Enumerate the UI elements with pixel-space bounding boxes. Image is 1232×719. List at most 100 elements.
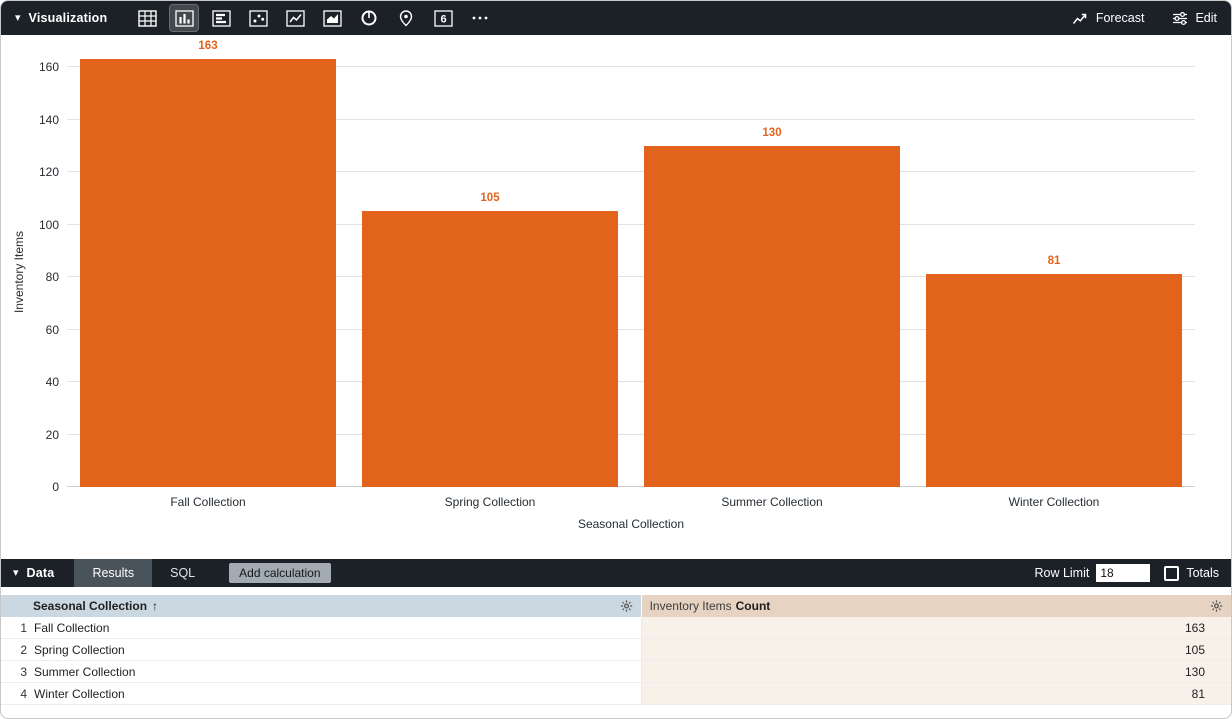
single-value-icon[interactable]: 6 bbox=[429, 5, 457, 31]
more-icon[interactable] bbox=[466, 5, 494, 31]
bar[interactable] bbox=[643, 145, 901, 487]
table-row: 2 Spring Collection 105 bbox=[1, 639, 1231, 661]
forecast-icon bbox=[1072, 11, 1089, 26]
table-icon[interactable] bbox=[133, 5, 161, 31]
bar-value-label: 105 bbox=[480, 192, 500, 205]
y-axis-tick-label: 0 bbox=[52, 480, 59, 494]
measure-cell[interactable]: 163 bbox=[640, 617, 1231, 638]
gear-icon[interactable] bbox=[1210, 600, 1223, 613]
table-row: 1 Fall Collection 163 bbox=[1, 617, 1231, 639]
scatter-plot-icon[interactable] bbox=[244, 5, 272, 31]
bar[interactable] bbox=[361, 211, 619, 487]
gridline bbox=[67, 171, 1195, 172]
gridline bbox=[67, 276, 1195, 277]
chart-plot: 0 20 40 60 80 100 120 140 160 163 105 130 81 bbox=[39, 40, 1195, 494]
edit-button[interactable]: Edit bbox=[1172, 11, 1217, 26]
y-axis-tick-label: 120 bbox=[38, 165, 59, 179]
bar-value-label: 130 bbox=[762, 126, 782, 139]
row-number: 3 bbox=[20, 664, 27, 679]
bar[interactable] bbox=[925, 274, 1183, 487]
data-toolbar: ▾ Data Results SQL Add calculation Row Li… bbox=[1, 559, 1231, 587]
gridline bbox=[67, 486, 1195, 487]
dimension-cell[interactable]: Fall Collection bbox=[34, 620, 110, 635]
area-chart-icon[interactable] bbox=[318, 5, 346, 31]
row-chart-icon[interactable] bbox=[207, 5, 235, 31]
bars-layer: 163 105 130 81 bbox=[67, 40, 1195, 487]
dimension-cell[interactable]: Winter Collection bbox=[34, 686, 125, 701]
x-axis-labels: Fall Collection Spring Collection Summer C… bbox=[67, 495, 1195, 509]
y-axis-tick-label: 60 bbox=[45, 322, 59, 337]
table-row: 4 Winter Collection 81 bbox=[1, 683, 1231, 705]
results-table: Seasonal Collection ↑ Inventory Items Co… bbox=[1, 595, 1231, 705]
sort-ascending-icon: ↑ bbox=[152, 599, 159, 613]
measure-column-header[interactable]: Inventory Items Count bbox=[640, 595, 1231, 617]
x-axis-tick-label: Winter Collection bbox=[1008, 495, 1100, 509]
y-axis-tick-label: 40 bbox=[45, 375, 59, 389]
row-number: 2 bbox=[20, 642, 27, 657]
bar-slot: 105 bbox=[349, 57, 631, 487]
totals-checkbox[interactable] bbox=[1164, 565, 1180, 581]
chart-column: 0 20 40 60 80 100 120 140 160 163 105 130 81 Fall Co… bbox=[39, 40, 1195, 559]
tab-sql[interactable]: SQL bbox=[170, 566, 196, 580]
svg-text:6: 6 bbox=[440, 13, 446, 25]
y-axis-tick-label: 140 bbox=[38, 112, 59, 127]
gridline bbox=[67, 433, 1195, 435]
line-chart-icon[interactable] bbox=[281, 5, 309, 31]
y-axis-tick-label: 100 bbox=[38, 217, 59, 232]
gridline bbox=[67, 66, 1195, 67]
row-limit-label: Row Limit bbox=[1034, 566, 1090, 580]
x-axis-title: Seasonal Collection bbox=[577, 517, 685, 531]
measure-cell[interactable]: 81 bbox=[640, 683, 1231, 704]
gridline bbox=[67, 118, 1195, 120]
gridline bbox=[67, 223, 1195, 225]
row-limit-input[interactable] bbox=[1096, 564, 1151, 582]
data-title-group: ▾ Data bbox=[13, 566, 54, 580]
table-body: 1 Fall Collection 163 2 Spring Collection 105… bbox=[1, 617, 1231, 705]
measure-cell[interactable]: 105 bbox=[640, 639, 1231, 660]
gear-icon[interactable] bbox=[620, 600, 633, 613]
measure-cell[interactable]: 130 bbox=[640, 661, 1231, 682]
map-pin-icon[interactable] bbox=[392, 5, 420, 31]
gridline bbox=[67, 381, 1195, 382]
bar-value-label: 81 bbox=[1047, 255, 1061, 268]
bar-slot: 81 bbox=[913, 57, 1195, 487]
forecast-button[interactable]: Forecast bbox=[1072, 11, 1145, 26]
y-axis-tick-label: 80 bbox=[45, 270, 59, 284]
bar[interactable] bbox=[79, 59, 337, 487]
x-axis-tick-label: Spring Collection bbox=[444, 495, 536, 509]
measure-header-prefix: Inventory Items bbox=[649, 599, 732, 613]
gridline bbox=[67, 328, 1195, 330]
chart-area: Inventory Items 0 20 40 60 80 100 120 140 160 163… bbox=[1, 35, 1231, 559]
edit-label: Edit bbox=[1195, 11, 1217, 25]
toolbar-right-actions: Forecast Edit bbox=[1072, 11, 1217, 26]
dimension-header-label: Seasonal Collection bbox=[33, 599, 148, 613]
add-calculation-button[interactable]: Add calculation bbox=[229, 563, 331, 583]
collapse-caret-icon[interactable]: ▾ bbox=[15, 11, 21, 24]
dimension-cell[interactable]: Spring Collection bbox=[34, 642, 125, 657]
row-number: 1 bbox=[20, 620, 27, 635]
table-row: 3 Summer Collection 130 bbox=[1, 661, 1231, 683]
donut-chart-icon[interactable] bbox=[355, 5, 383, 31]
y-axis-tick-label: 20 bbox=[45, 427, 59, 442]
bar-slot: 163 bbox=[67, 40, 349, 487]
viz-type-picker: 6 bbox=[133, 4, 494, 32]
row-number: 4 bbox=[20, 686, 27, 701]
forecast-label: Forecast bbox=[1095, 11, 1145, 25]
totals-label: Totals bbox=[1186, 566, 1219, 580]
edit-sliders-icon bbox=[1172, 11, 1188, 26]
data-toolbar-right: Row Limit Totals bbox=[1034, 564, 1219, 582]
y-axis-tick-label: 160 bbox=[38, 60, 59, 74]
visualization-toolbar: ▾ Visualization bbox=[1, 1, 1231, 35]
data-title: Data bbox=[26, 566, 55, 580]
dimension-cell[interactable]: Summer Collection bbox=[34, 664, 136, 679]
table-header: Seasonal Collection ↑ Inventory Items Co… bbox=[1, 595, 1231, 617]
tab-results[interactable]: Results bbox=[74, 559, 153, 587]
x-axis-tick-label: Summer Collection bbox=[721, 495, 823, 509]
bar-slot: 130 bbox=[631, 57, 913, 487]
visualization-title: Visualization bbox=[28, 11, 108, 25]
dimension-column-header[interactable]: Seasonal Collection ↑ bbox=[1, 595, 641, 617]
data-collapse-caret-icon[interactable]: ▾ bbox=[13, 566, 19, 579]
bar-chart-icon[interactable] bbox=[169, 4, 200, 32]
bar-value-label: 163 bbox=[198, 40, 218, 53]
